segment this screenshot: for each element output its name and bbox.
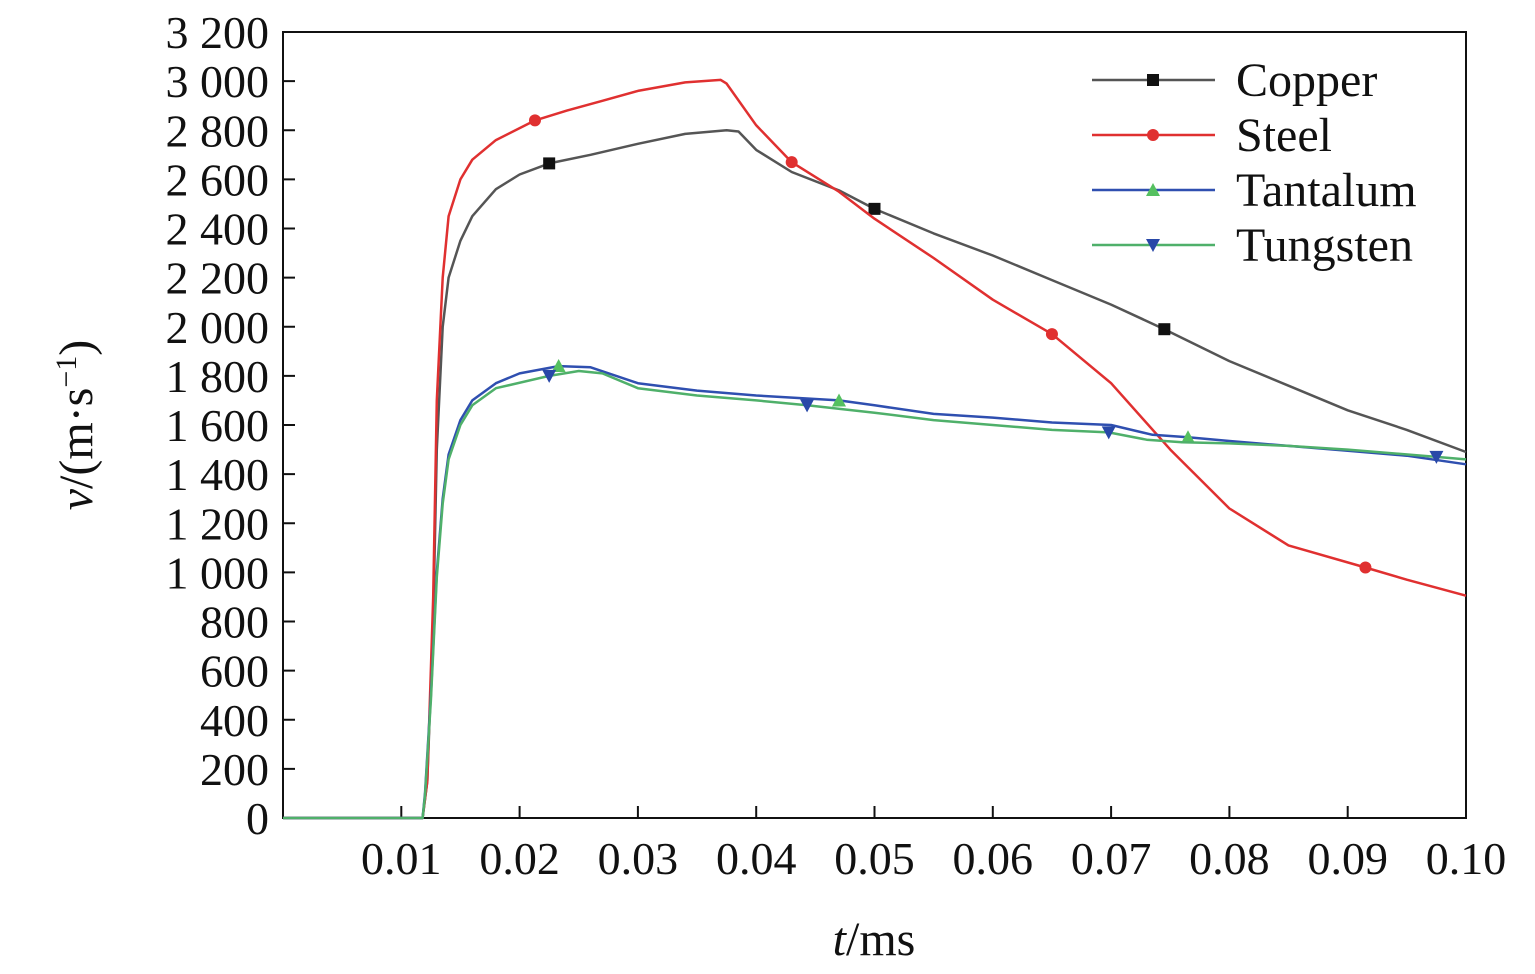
x-tick-label: 0.07 (1071, 833, 1152, 884)
series-point-tungsten (1429, 450, 1444, 464)
x-axis-variable: t (833, 913, 848, 966)
y-axis-variable: v (50, 488, 103, 510)
legend-item-tantalum: Tantalum (1092, 164, 1417, 217)
series-line-tungsten (283, 369, 1467, 820)
x-axis-title: t/ms (833, 913, 916, 966)
x-tick-label: 0.10 (1426, 833, 1507, 884)
x-tick-label: 0.02 (479, 833, 560, 884)
x-tick-label: 0.04 (716, 833, 797, 884)
y-tick-label: 2 000 (166, 302, 270, 353)
series-point-copper (543, 157, 556, 170)
y-tick-label: 3 200 (166, 7, 270, 58)
y-tick-label: 1 600 (166, 400, 270, 451)
x-axis-unit: /ms (846, 913, 915, 966)
series-line-copper (283, 129, 1467, 820)
y-tick-label: 2 400 (166, 204, 270, 255)
y-tick-label: 2 200 (166, 253, 270, 304)
series-tungsten (283, 369, 1467, 820)
y-axis-title: v/(m·s−1) (50, 340, 104, 511)
series-point-tungsten (1101, 426, 1116, 440)
y-tick-label: 400 (200, 695, 269, 746)
x-axis-ticks: 0.01 0.02 0.03 0.04 0.05 0.06 0.07 0.08 0.09 0.10 (361, 806, 1506, 884)
y-tick-label: 1 000 (166, 547, 270, 598)
series-line-steel (283, 78, 1467, 820)
legend-marker-tantalum (1146, 183, 1160, 196)
series-point-tantalum (1180, 430, 1195, 444)
y-tick-label: 200 (200, 744, 269, 795)
legend-marker-steel (1147, 129, 1159, 141)
y-tick-label: 800 (200, 597, 269, 648)
y-axis-unit-exponent: −1 (50, 356, 83, 388)
legend-label-tantalum: Tantalum (1236, 164, 1417, 217)
series-point-steel (528, 114, 541, 127)
series-point-steel (1045, 328, 1058, 341)
legend-item-copper: Copper (1092, 54, 1377, 107)
x-tick-label: 0.05 (834, 833, 915, 884)
series-point-tungsten (800, 399, 815, 413)
series-point-copper (868, 202, 881, 215)
y-tick-label: 600 (200, 646, 269, 697)
y-axis-unit-close: ) (50, 340, 103, 356)
x-tick-label: 0.06 (953, 833, 1034, 884)
x-tick-label: 0.09 (1307, 833, 1388, 884)
legend-item-tungsten: Tungsten (1092, 219, 1413, 272)
y-tick-label: 1 400 (166, 449, 270, 500)
y-tick-label: 1 200 (166, 498, 270, 549)
series-point-tantalum (832, 393, 847, 407)
y-tick-label: 2 800 (166, 105, 270, 156)
legend-marker-copper (1147, 74, 1159, 86)
legend-marker-tungsten (1146, 239, 1160, 252)
series-point-copper (1158, 323, 1171, 336)
y-tick-label: 3 000 (166, 56, 270, 107)
series-steel (283, 78, 1467, 820)
y-tick-label: 2 600 (166, 154, 270, 205)
x-tick-label: 0.03 (598, 833, 679, 884)
y-tick-label: 1 800 (166, 351, 270, 402)
legend-label-steel: Steel (1236, 109, 1332, 162)
y-axis-unit: /(m·s (50, 388, 103, 489)
series-point-tungsten (542, 369, 557, 383)
x-tick-label: 0.01 (361, 833, 442, 884)
legend-label-copper: Copper (1236, 54, 1377, 107)
x-tick-label: 0.08 (1189, 833, 1270, 884)
series-point-steel (1359, 561, 1372, 574)
series-point-tantalum (551, 359, 566, 373)
legend-label-tungsten: Tungsten (1236, 219, 1413, 272)
series-copper (283, 129, 1467, 820)
series-line-tantalum (283, 364, 1467, 820)
y-tick-label: 0 (246, 793, 269, 844)
legend-item-steel: Steel (1092, 109, 1332, 162)
series-point-steel (785, 156, 798, 169)
series-layer (283, 78, 1467, 820)
